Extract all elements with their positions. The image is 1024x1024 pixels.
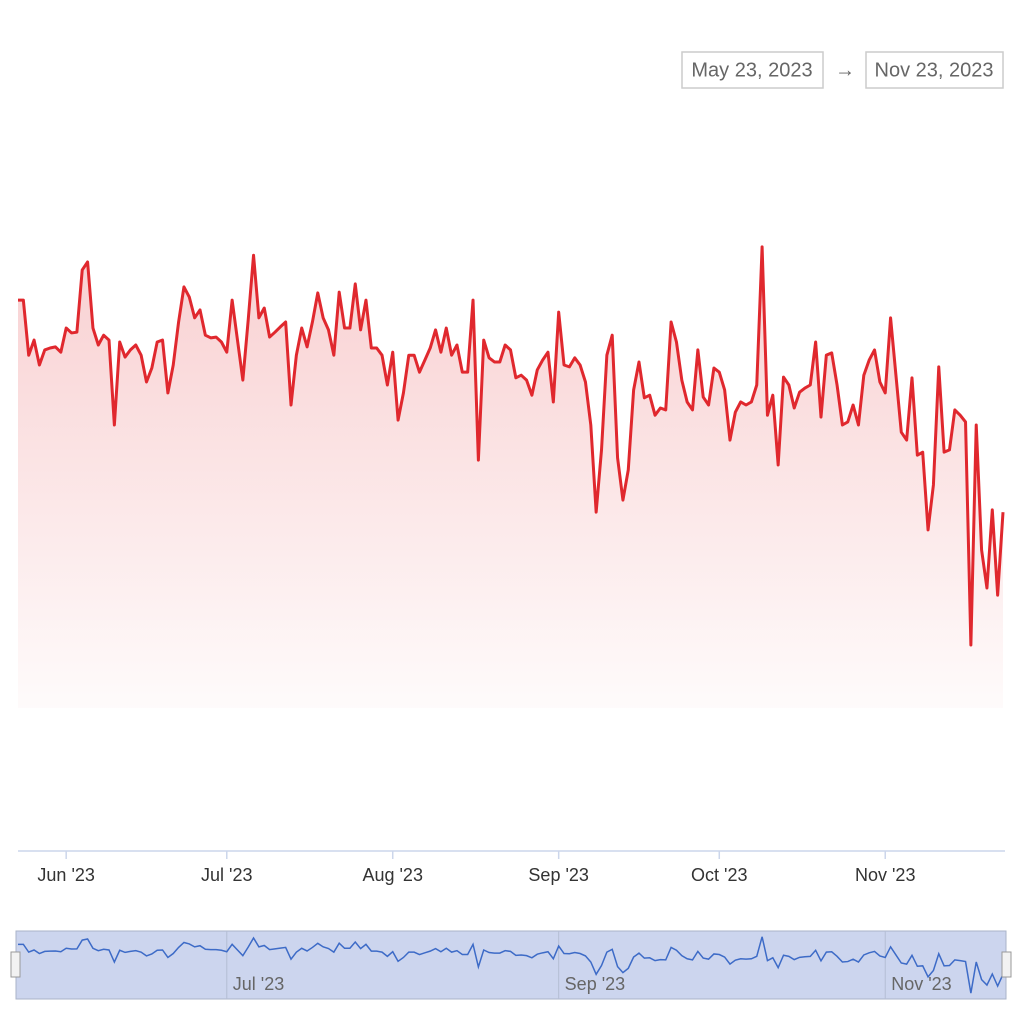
- navigator-handle-left[interactable]: [10, 951, 21, 978]
- navigator-mask[interactable]: [15, 930, 1007, 1000]
- navigator-line: [18, 936, 1004, 994]
- x-tick-label: Aug '23: [362, 865, 423, 885]
- navigator-label: Sep '23: [565, 974, 626, 994]
- navigator-label: Nov '23: [891, 974, 951, 994]
- price-line: [18, 245, 1005, 647]
- x-tick-label: Jul '23: [201, 865, 252, 885]
- area-fill: [18, 246, 1003, 708]
- x-tick-label: Nov '23: [855, 865, 915, 885]
- range-separator: →: [835, 59, 855, 81]
- date-from[interactable]: May 23, 2023: [691, 59, 812, 81]
- x-tick-label: Oct '23: [691, 865, 747, 885]
- navigator-handle-right[interactable]: [1001, 951, 1012, 978]
- x-tick-label: Jun '23: [37, 865, 94, 885]
- navigator-label: Jul '23: [233, 974, 284, 994]
- x-tick-label: Sep '23: [528, 865, 589, 885]
- date-from-box[interactable]: [681, 51, 824, 89]
- date-to[interactable]: Nov 23, 2023: [875, 59, 994, 81]
- date-to-box[interactable]: [865, 51, 1004, 89]
